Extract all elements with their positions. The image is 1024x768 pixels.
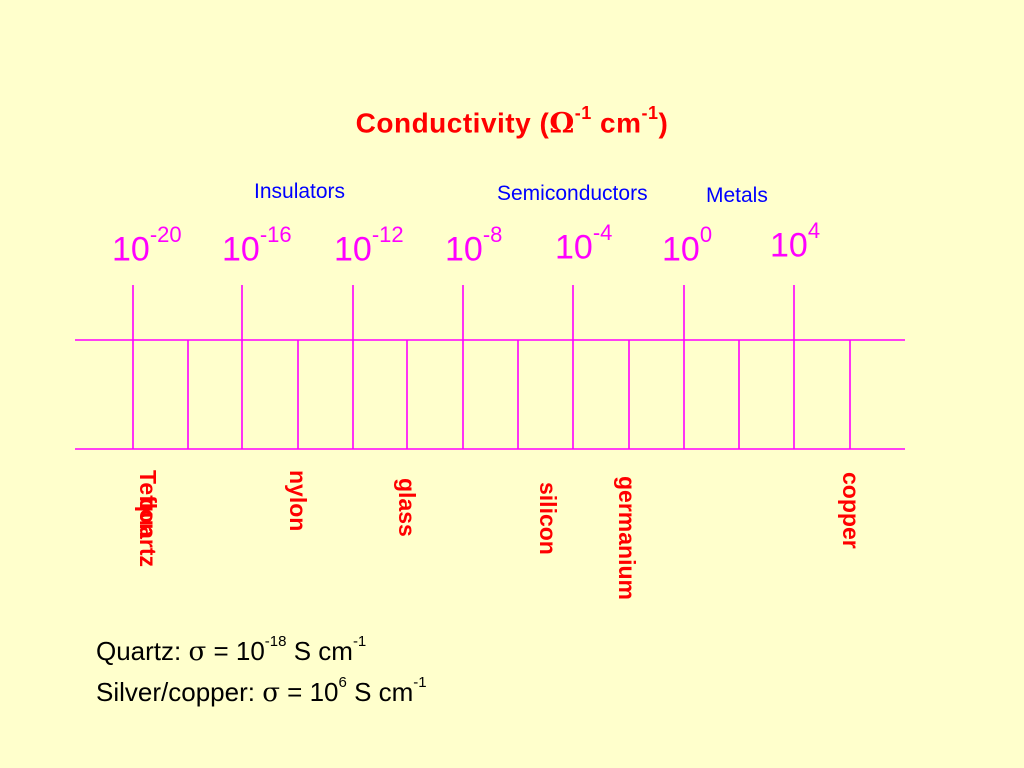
tick-label-1e-4: 10-4 (555, 220, 613, 267)
material-copper: copper (838, 472, 864, 549)
material-germanium: germanium (614, 476, 640, 600)
category-semiconductors: Semiconductors (497, 182, 648, 205)
material-glass: glass (394, 478, 420, 537)
category-metals: Metals (706, 184, 768, 207)
note-quartz: Quartz: σ = 10-18 S cm-1 (96, 633, 367, 667)
tick-label-1e-8: 10-8 (445, 222, 503, 269)
diagram-title: Conductivity (Ω-1 cm-1) (355, 103, 669, 140)
material-silicon: silicon (535, 482, 561, 555)
tick-label-1e0: 100 (662, 222, 713, 269)
tick-label-1e-20: 10-20 (112, 222, 182, 269)
tick-label-1e-12: 10-12 (334, 222, 404, 269)
category-insulators: Insulators (254, 180, 346, 203)
tick-label-1e4: 104 (770, 218, 821, 265)
note-silver-copper: Silver/copper: σ = 106 S cm-1 (96, 674, 427, 708)
material-quartz: quartz (135, 498, 161, 567)
material-nylon: nylon (285, 470, 311, 532)
tick-label-1e-16: 10-16 (222, 222, 292, 269)
